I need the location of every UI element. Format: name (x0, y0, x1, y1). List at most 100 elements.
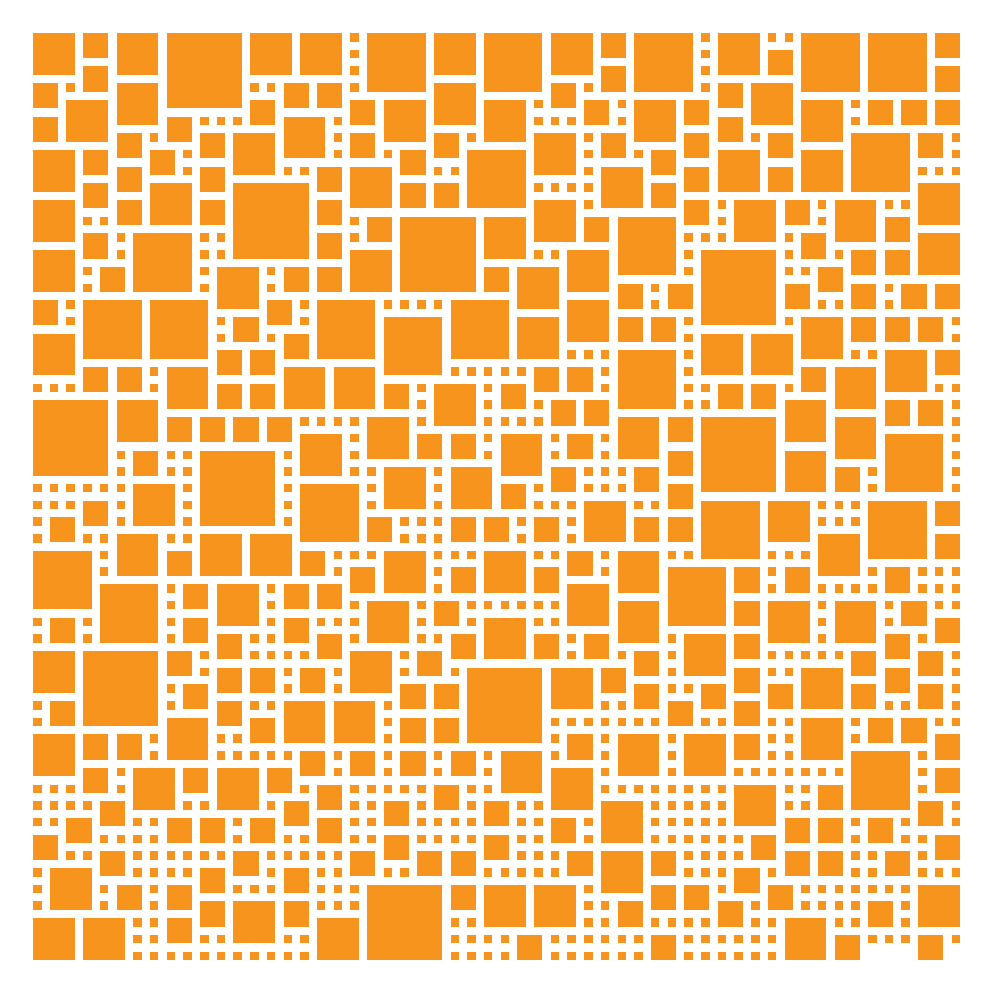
mosaic-square-1 (534, 600, 543, 610)
mosaic-square-2 (884, 400, 910, 426)
mosaic-square-2 (166, 550, 192, 576)
mosaic-square-2 (450, 433, 476, 459)
mosaic-square-3 (801, 667, 844, 710)
mosaic-square-2 (918, 650, 944, 677)
mosaic-square-1 (166, 701, 176, 710)
mosaic-square-2 (283, 333, 309, 359)
mosaic-square-1 (350, 83, 359, 92)
mosaic-square-1 (49, 383, 59, 393)
mosaic-square-1 (717, 868, 727, 877)
mosaic-square-1 (884, 701, 894, 710)
mosaic-square-1 (600, 383, 610, 393)
mosaic-square-2 (99, 266, 125, 292)
mosaic-square-1 (266, 884, 276, 894)
mosaic-square-1 (83, 801, 92, 810)
mosaic-square-1 (617, 701, 626, 710)
mosaic-square-1 (834, 250, 844, 259)
mosaic-square-4 (483, 33, 543, 92)
mosaic-square-1 (951, 383, 960, 393)
mosaic-square-2 (49, 701, 75, 727)
mosaic-square-1 (550, 250, 560, 259)
mosaic-square-1 (467, 801, 476, 810)
mosaic-square-1 (817, 216, 827, 226)
mosaic-square-1 (600, 550, 610, 560)
mosaic-square-1 (584, 200, 593, 209)
mosaic-square-3 (350, 650, 393, 693)
mosaic-square-2 (83, 767, 109, 793)
mosaic-square-1 (701, 817, 710, 827)
mosaic-square-2 (817, 851, 844, 877)
mosaic-square-1 (467, 934, 476, 944)
mosaic-square-1 (350, 901, 359, 910)
mosaic-square-1 (934, 166, 944, 176)
mosaic-square-2 (567, 851, 593, 877)
mosaic-square-3 (534, 884, 576, 927)
mosaic-square-1 (617, 717, 626, 727)
mosaic-square-1 (567, 634, 576, 643)
mosaic-square-1 (183, 467, 192, 476)
mosaic-square-1 (66, 383, 75, 393)
mosaic-square-1 (149, 918, 159, 927)
mosaic-square-3 (801, 99, 844, 142)
mosaic-square-1 (283, 951, 292, 960)
mosaic-square-3 (250, 33, 292, 75)
mosaic-square-3 (433, 383, 476, 426)
mosaic-square-3 (233, 901, 276, 944)
mosaic-square-2 (450, 751, 476, 777)
mosaic-square-1 (767, 550, 777, 560)
mosaic-square-1 (584, 884, 593, 894)
mosaic-square-4 (133, 233, 192, 292)
mosaic-square-3 (283, 701, 326, 743)
mosaic-square-2 (751, 383, 777, 409)
mosaic-square-1 (467, 133, 476, 142)
mosaic-square-2 (650, 884, 677, 910)
mosaic-square-1 (33, 617, 42, 626)
mosaic-square-2 (851, 650, 877, 677)
mosaic-square-1 (133, 851, 142, 860)
mosaic-square-5 (367, 884, 443, 960)
mosaic-square-1 (266, 868, 276, 877)
mosaic-square-1 (266, 634, 276, 643)
mosaic-square-3 (433, 33, 476, 75)
mosaic-square-1 (817, 517, 827, 526)
mosaic-square-1 (233, 734, 242, 743)
mosaic-square-2 (49, 617, 75, 643)
mosaic-square-1 (433, 300, 443, 309)
mosaic-square-1 (116, 450, 125, 459)
mosaic-square-1 (918, 567, 927, 576)
mosaic-square-3 (684, 734, 727, 777)
mosaic-square-1 (33, 884, 42, 894)
mosaic-square-1 (149, 751, 159, 760)
mosaic-square-1 (650, 817, 660, 827)
mosaic-square-3 (801, 316, 844, 359)
mosaic-square-1 (734, 851, 743, 860)
mosaic-square-1 (817, 901, 827, 910)
mosaic-square-3 (116, 83, 159, 125)
mosaic-square-2 (433, 784, 459, 810)
mosaic-square-1 (33, 817, 42, 827)
mosaic-square-3 (133, 767, 176, 810)
mosaic-square-1 (149, 901, 159, 910)
mosaic-square-1 (851, 500, 860, 510)
mosaic-square-1 (817, 300, 827, 309)
mosaic-square-3 (133, 483, 176, 526)
mosaic-square-1 (934, 584, 944, 593)
mosaic-square-1 (200, 250, 209, 259)
mosaic-square-2 (266, 417, 292, 443)
mosaic-square-2 (884, 667, 910, 693)
mosaic-square-2 (734, 567, 760, 593)
mosaic-square-1 (300, 951, 309, 960)
mosaic-square-1 (83, 634, 92, 643)
mosaic-square-2 (868, 901, 894, 927)
mosaic-square-1 (534, 851, 543, 860)
mosaic-square-2 (784, 283, 810, 309)
mosaic-square-2 (33, 834, 59, 860)
mosaic-square-3 (734, 200, 777, 242)
mosaic-square-1 (784, 667, 793, 677)
mosaic-square-1 (684, 233, 693, 242)
mosaic-square-4 (884, 433, 944, 493)
mosaic-square-1 (951, 584, 960, 593)
mosaic-square-1 (250, 701, 259, 710)
mosaic-square-1 (684, 383, 693, 393)
mosaic-square-1 (801, 901, 810, 910)
